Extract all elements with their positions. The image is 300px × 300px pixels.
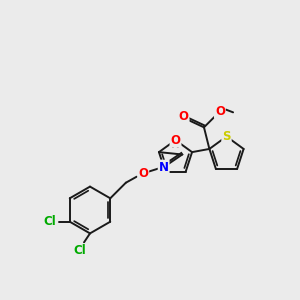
- Text: O: O: [178, 110, 189, 123]
- Text: O: O: [215, 105, 225, 118]
- Text: H: H: [171, 140, 180, 150]
- Text: Cl: Cl: [44, 215, 57, 228]
- Text: Cl: Cl: [73, 244, 86, 257]
- Text: N: N: [159, 160, 169, 174]
- Text: S: S: [222, 130, 231, 143]
- Text: O: O: [170, 134, 181, 147]
- Text: O: O: [138, 167, 148, 180]
